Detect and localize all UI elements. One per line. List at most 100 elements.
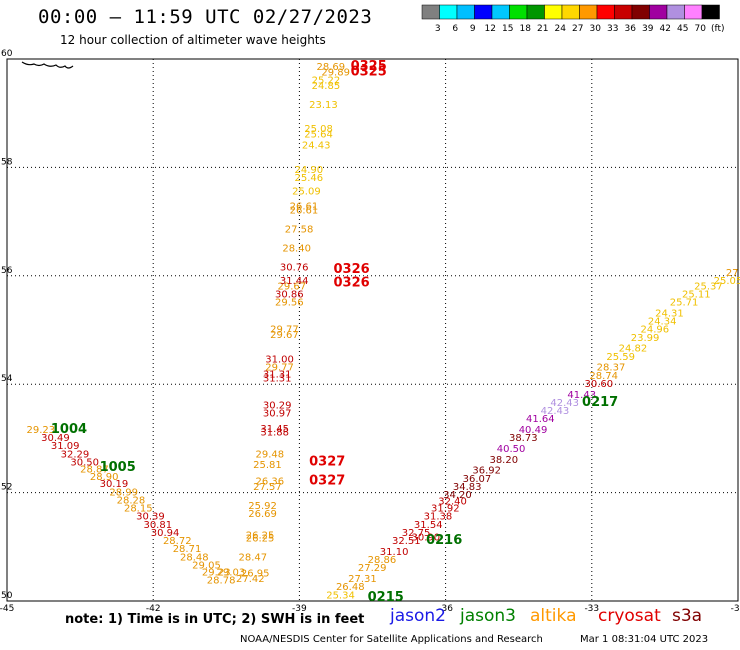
wave-height-point: 36.07 (463, 474, 492, 485)
wave-height-point: 27.31 (348, 574, 377, 585)
wave-height-point: 26.36 (256, 476, 285, 487)
wave-height-point: 25.09 (292, 187, 321, 198)
wave-height-point: 25.71 (670, 298, 699, 309)
legend-jason2: jason2 (390, 606, 446, 626)
wave-height-point: 41.64 (526, 414, 555, 425)
color-scale-label: 27 (572, 24, 583, 34)
color-scale-label: 42 (660, 24, 671, 34)
color-scale-label: 3 (435, 24, 441, 34)
color-scale-label: 18 (520, 24, 532, 34)
wave-height-point: 25.92 (248, 501, 277, 512)
wave-height-point: 30.90 (411, 532, 440, 543)
wave-height-point: 29.56 (275, 298, 304, 309)
lat-tick-label: 54 (1, 374, 13, 384)
color-scale-bar: 3 6 9 12 15 18 21 24 27 30 33 36 39 42 45 70 (ft) (421, 4, 725, 34)
wave-height-point: 29.23 (202, 568, 231, 579)
wave-height-point: 24.82 (619, 344, 648, 355)
wave-height-point: 31.92 (431, 504, 460, 515)
wave-height-point: 30.29 (263, 401, 292, 412)
wave-height-point: 29.77 (265, 363, 294, 374)
satellite-legend: jason2 jason3 altika cryosat s3a (0, 606, 740, 632)
wave-height-point: 31.45 (260, 424, 289, 435)
wave-height-point: 28.15 (124, 504, 153, 515)
wave-height-point: 30.97 (263, 409, 292, 420)
map-title: 00:00 – 11:59 UTC 02/27/2023 (38, 6, 373, 28)
lon-tick-label: -42 (146, 604, 161, 614)
color-scale-label: 70 (695, 24, 707, 34)
lat-tick-label: 50 (1, 591, 13, 601)
wave-height-point: 32.75 (402, 528, 431, 539)
wave-height-point: 28.47 (238, 552, 267, 563)
wave-height-point: 27 (726, 268, 739, 279)
wave-height-point: 26.25 (246, 533, 275, 544)
wave-height-point: 24.43 (302, 140, 331, 151)
wave-height-point: 25.81 (253, 460, 282, 471)
wave-height-point: 29.48 (256, 449, 285, 460)
wave-height-point: 29.77 (270, 325, 299, 336)
wave-height-point: 32.40 (438, 497, 467, 508)
color-scale-label: 45 (677, 24, 688, 34)
wave-height-point: 28.69 (316, 62, 345, 73)
wave-height-point: 29.67 (277, 281, 306, 292)
wave-height-point: 28.72 (163, 536, 192, 547)
wave-height-point: 24.31 (655, 308, 684, 319)
wave-height-point: 29.05 (192, 560, 221, 571)
pass-time-label: 0327 (309, 455, 345, 470)
footer-credit: NOAA/NESDIS Center for Satellite Applica… (240, 634, 543, 645)
legend-s3a: s3a (672, 606, 703, 626)
wave-height-point: 30.76 (280, 262, 309, 273)
wave-height-point: 40.49 (519, 425, 548, 436)
wave-height-point: 38.20 (489, 455, 518, 466)
wave-height-point: 28.87 (80, 465, 109, 476)
color-scale-label: (ft) (711, 24, 725, 34)
wave-height-point: 25.46 (295, 173, 324, 184)
note-text: note: 1) Time is in UTC; 2) SWH is in fe… (65, 612, 365, 627)
wave-height-point: 31.09 (51, 441, 80, 452)
wave-height-point: 26.61 (290, 205, 319, 216)
wave-height-point: 26.25 (246, 531, 275, 542)
lon-tick-label: -33 (584, 604, 599, 614)
color-swatch (701, 4, 720, 20)
lat-tick-label: 56 (1, 266, 13, 276)
legend-jason3: jason3 (460, 606, 516, 626)
wave-height-point: 28.40 (282, 243, 311, 254)
wave-height-point: 30.81 (143, 520, 172, 531)
wave-height-point: 31.31 (263, 373, 292, 384)
wave-height-point: 29.89 (321, 67, 350, 78)
wave-height-point: 28.90 (90, 472, 119, 483)
pass-time-label: 0325 (351, 59, 387, 74)
wave-height-point: 26.95 (241, 569, 270, 580)
color-scale-label: 24 (555, 24, 567, 34)
wave-height-point: 26.48 (336, 582, 365, 593)
wave-height-point: 23.13 (309, 100, 338, 111)
wave-height-point: 30.19 (100, 479, 129, 490)
wave-height-point: 28.74 (589, 371, 618, 382)
wave-height-point: 27.57 (253, 482, 282, 493)
pass-time-label: 0216 (426, 533, 462, 548)
wave-height-point: 31.10 (380, 547, 409, 558)
wave-height-point: 30.50 (70, 458, 99, 469)
wave-height-point: 24.90 (295, 165, 324, 176)
wave-height-point: 24.96 (641, 325, 670, 336)
wave-height-point: 28.86 (368, 555, 397, 566)
wave-height-point: 28.48 (180, 552, 209, 563)
wave-height-point: 32.29 (61, 449, 90, 460)
wave-height-point: 40.50 (497, 444, 526, 455)
map-subtitle: 12 hour collection of altimeter wave hei… (60, 33, 326, 47)
wave-height-point: 29.03 (217, 568, 246, 579)
map-frame (6, 58, 739, 602)
wave-height-point: 41.43 (567, 390, 596, 401)
wave-height-point: 38.73 (509, 433, 538, 444)
wave-height-point: 31.38 (424, 512, 453, 523)
color-scale-label: 6 (452, 24, 458, 34)
wave-height-point: 27.42 (236, 574, 265, 585)
wave-height-point: 31.00 (265, 355, 294, 366)
wave-height-point: 42.43 (541, 406, 570, 417)
footer-timestamp: Mar 1 08:31:04 UTC 2023 (580, 634, 709, 645)
pass-time-label: 0217 (582, 395, 618, 410)
wave-height-point: 24.85 (312, 81, 341, 92)
wave-height-point: 25.59 (606, 352, 635, 363)
coastline (21, 61, 74, 69)
legend-cryosat: cryosat (598, 606, 661, 626)
lon-tick-label: -45 (0, 604, 14, 614)
